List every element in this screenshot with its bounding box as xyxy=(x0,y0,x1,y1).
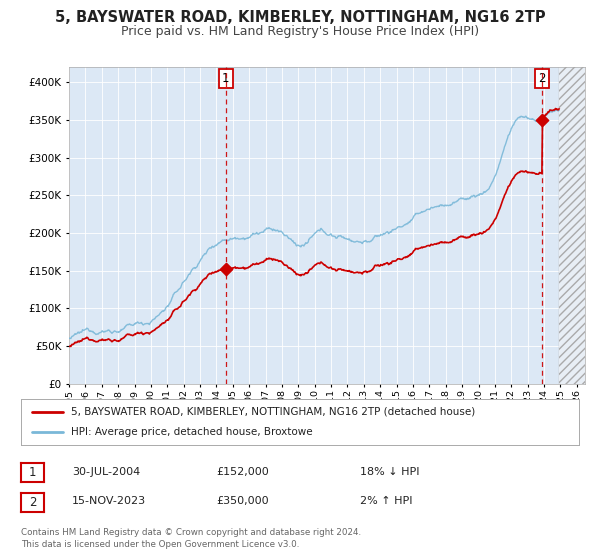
Text: 2: 2 xyxy=(538,72,546,85)
Text: Price paid vs. HM Land Registry's House Price Index (HPI): Price paid vs. HM Land Registry's House … xyxy=(121,25,479,38)
Text: 2% ↑ HPI: 2% ↑ HPI xyxy=(360,496,413,506)
Text: £152,000: £152,000 xyxy=(216,466,269,477)
Text: 18% ↓ HPI: 18% ↓ HPI xyxy=(360,466,419,477)
Text: HPI: Average price, detached house, Broxtowe: HPI: Average price, detached house, Brox… xyxy=(71,427,313,437)
Text: £350,000: £350,000 xyxy=(216,496,269,506)
Text: This data is licensed under the Open Government Licence v3.0.: This data is licensed under the Open Gov… xyxy=(21,540,299,549)
Text: 5, BAYSWATER ROAD, KIMBERLEY, NOTTINGHAM, NG16 2TP: 5, BAYSWATER ROAD, KIMBERLEY, NOTTINGHAM… xyxy=(55,10,545,25)
Text: 2: 2 xyxy=(29,496,36,509)
Text: 1: 1 xyxy=(29,466,36,479)
Text: 1: 1 xyxy=(222,72,230,85)
Text: Contains HM Land Registry data © Crown copyright and database right 2024.: Contains HM Land Registry data © Crown c… xyxy=(21,528,361,536)
Text: 5, BAYSWATER ROAD, KIMBERLEY, NOTTINGHAM, NG16 2TP (detached house): 5, BAYSWATER ROAD, KIMBERLEY, NOTTINGHAM… xyxy=(71,407,475,417)
Bar xyxy=(559,67,585,384)
Text: 15-NOV-2023: 15-NOV-2023 xyxy=(72,496,146,506)
Point xyxy=(221,265,230,274)
Text: 30-JUL-2004: 30-JUL-2004 xyxy=(72,466,140,477)
Point xyxy=(537,115,547,124)
